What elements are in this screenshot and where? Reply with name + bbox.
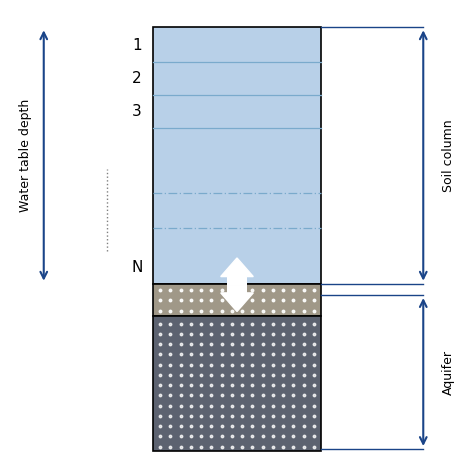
Text: N: N	[131, 260, 143, 275]
Text: Aquifer: Aquifer	[442, 349, 456, 394]
Bar	[153, 316, 321, 451]
FancyArrow shape	[221, 286, 253, 311]
Text: Soil column: Soil column	[442, 119, 456, 192]
FancyArrow shape	[221, 258, 253, 286]
Bar	[153, 283, 321, 316]
Text: 1: 1	[132, 37, 142, 53]
Text: 2: 2	[132, 71, 142, 86]
Text: 3: 3	[132, 104, 142, 119]
Bar	[153, 27, 321, 283]
Text: Water table depth: Water table depth	[18, 99, 32, 212]
